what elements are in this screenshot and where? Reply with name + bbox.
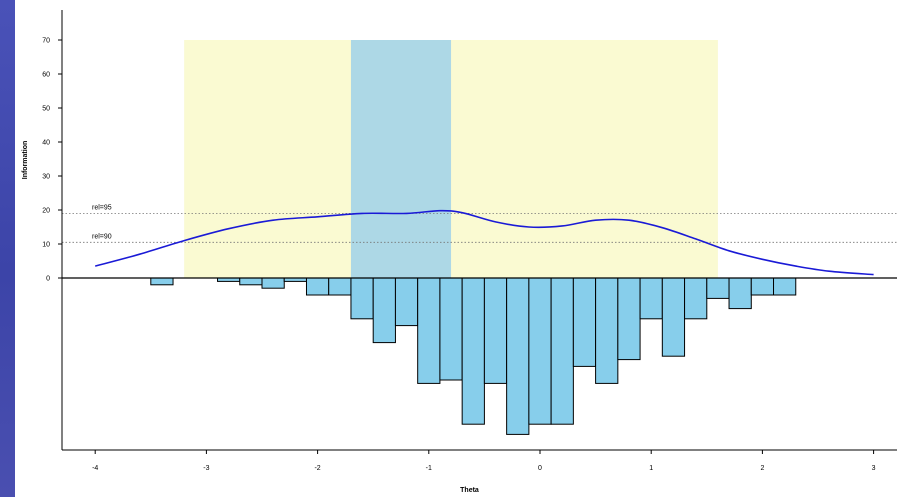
histogram-bar [417,277,441,384]
histogram-bar [506,277,530,435]
x-tick-label: 2 [760,465,764,472]
y-tick-label: 50 [42,106,50,113]
shaded-region-1 [184,40,718,278]
histogram-bar [706,277,730,299]
x-tick-label: -2 [314,465,320,472]
y-tick-label: 10 [42,242,50,249]
y-tick-label: 40 [42,140,50,147]
histogram-bar [728,277,752,310]
x-tick-label: 3 [872,465,876,472]
shaded-region-2 [350,40,452,278]
histogram-bar [639,277,663,320]
histogram-bar [394,277,419,327]
histogram-bar [684,277,708,320]
information-curve [94,209,874,276]
histogram-bar [439,277,463,381]
histogram-bar [305,277,330,296]
histogram-bar [239,277,263,286]
x-tick-label: -4 [92,465,98,472]
histogram-bar [461,277,485,425]
histogram-bar [550,277,574,425]
x-tick-label: -1 [426,465,432,472]
histogram-bar [328,277,352,296]
histogram-bar [750,277,775,296]
histogram-bar [483,277,508,384]
x-tick-label: 0 [538,465,542,472]
histogram-bar [572,277,597,367]
histogram-bar [350,277,374,320]
histogram-bar [661,277,686,357]
histogram-bar [528,277,552,425]
histogram-bar [261,277,285,289]
histogram-bar [617,277,641,361]
y-tick-label: 30 [42,174,50,181]
y-axis-title: Information [22,141,29,180]
y-tick-label: 0 [46,276,50,283]
y-tick-label: 70 [42,38,50,45]
histogram-bar [595,277,619,384]
histogram-bar [372,277,396,344]
y-tick-label: 20 [42,208,50,215]
reference-line-label: rel=95 [92,204,112,211]
histogram-bar [773,277,797,296]
reference-line-label: rel=90 [92,233,112,240]
x-tick-label: 1 [649,465,653,472]
histogram-bar [150,277,174,286]
y-tick-label: 60 [42,72,50,79]
x-tick-label: -3 [203,465,209,472]
x-axis-title: Theta [460,487,479,494]
slide-left-strip [0,0,15,497]
information-chart: rel=95 rel=90 0 10 20 30 40 50 60 70 -4 -3 -2 -1 0 1 2… [15,0,897,497]
